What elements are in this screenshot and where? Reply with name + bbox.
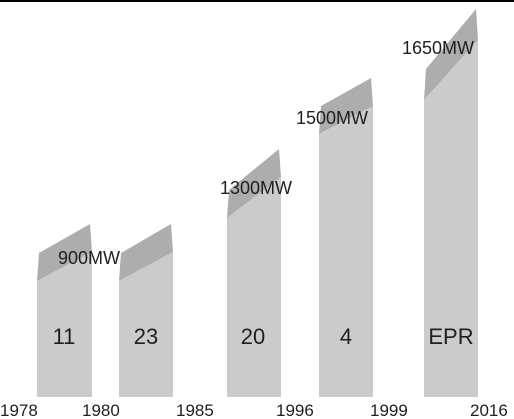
- bar-top-1: [37, 224, 92, 281]
- year-tick-1980: 1980: [82, 401, 120, 419]
- bar-11: [37, 252, 92, 397]
- year-tick-2016: 2016: [470, 401, 508, 419]
- reactor-count-label-5: EPR: [428, 324, 473, 349]
- reactor-count-label-3: 20: [241, 324, 265, 349]
- reactor-count-label-1: 11: [53, 324, 76, 349]
- bar-top-4: [319, 78, 373, 134]
- capacity-label-1300mw: 1300MW: [220, 178, 292, 198]
- bar-20: [227, 177, 281, 397]
- bar-23: [119, 252, 173, 397]
- reactor-count-label-4: 4: [340, 324, 352, 349]
- capacity-label-1650mw: 1650MW: [402, 38, 474, 58]
- year-tick-1999: 1999: [370, 401, 408, 419]
- capacity-label-900mw: 900MW: [58, 248, 120, 268]
- bar-top-3: [227, 149, 281, 218]
- year-tick-1985: 1985: [176, 401, 214, 419]
- year-tick-1978: 1978: [0, 401, 38, 419]
- bar-top-5: [424, 9, 478, 100]
- bar-top-2: [119, 224, 173, 281]
- year-tick-1996: 1996: [276, 401, 314, 419]
- capacity-label-1500mw: 1500MW: [296, 108, 368, 128]
- bar-4: [319, 106, 373, 397]
- reactor-count-label-2: 23: [134, 324, 158, 349]
- bar-epr: [424, 40, 478, 397]
